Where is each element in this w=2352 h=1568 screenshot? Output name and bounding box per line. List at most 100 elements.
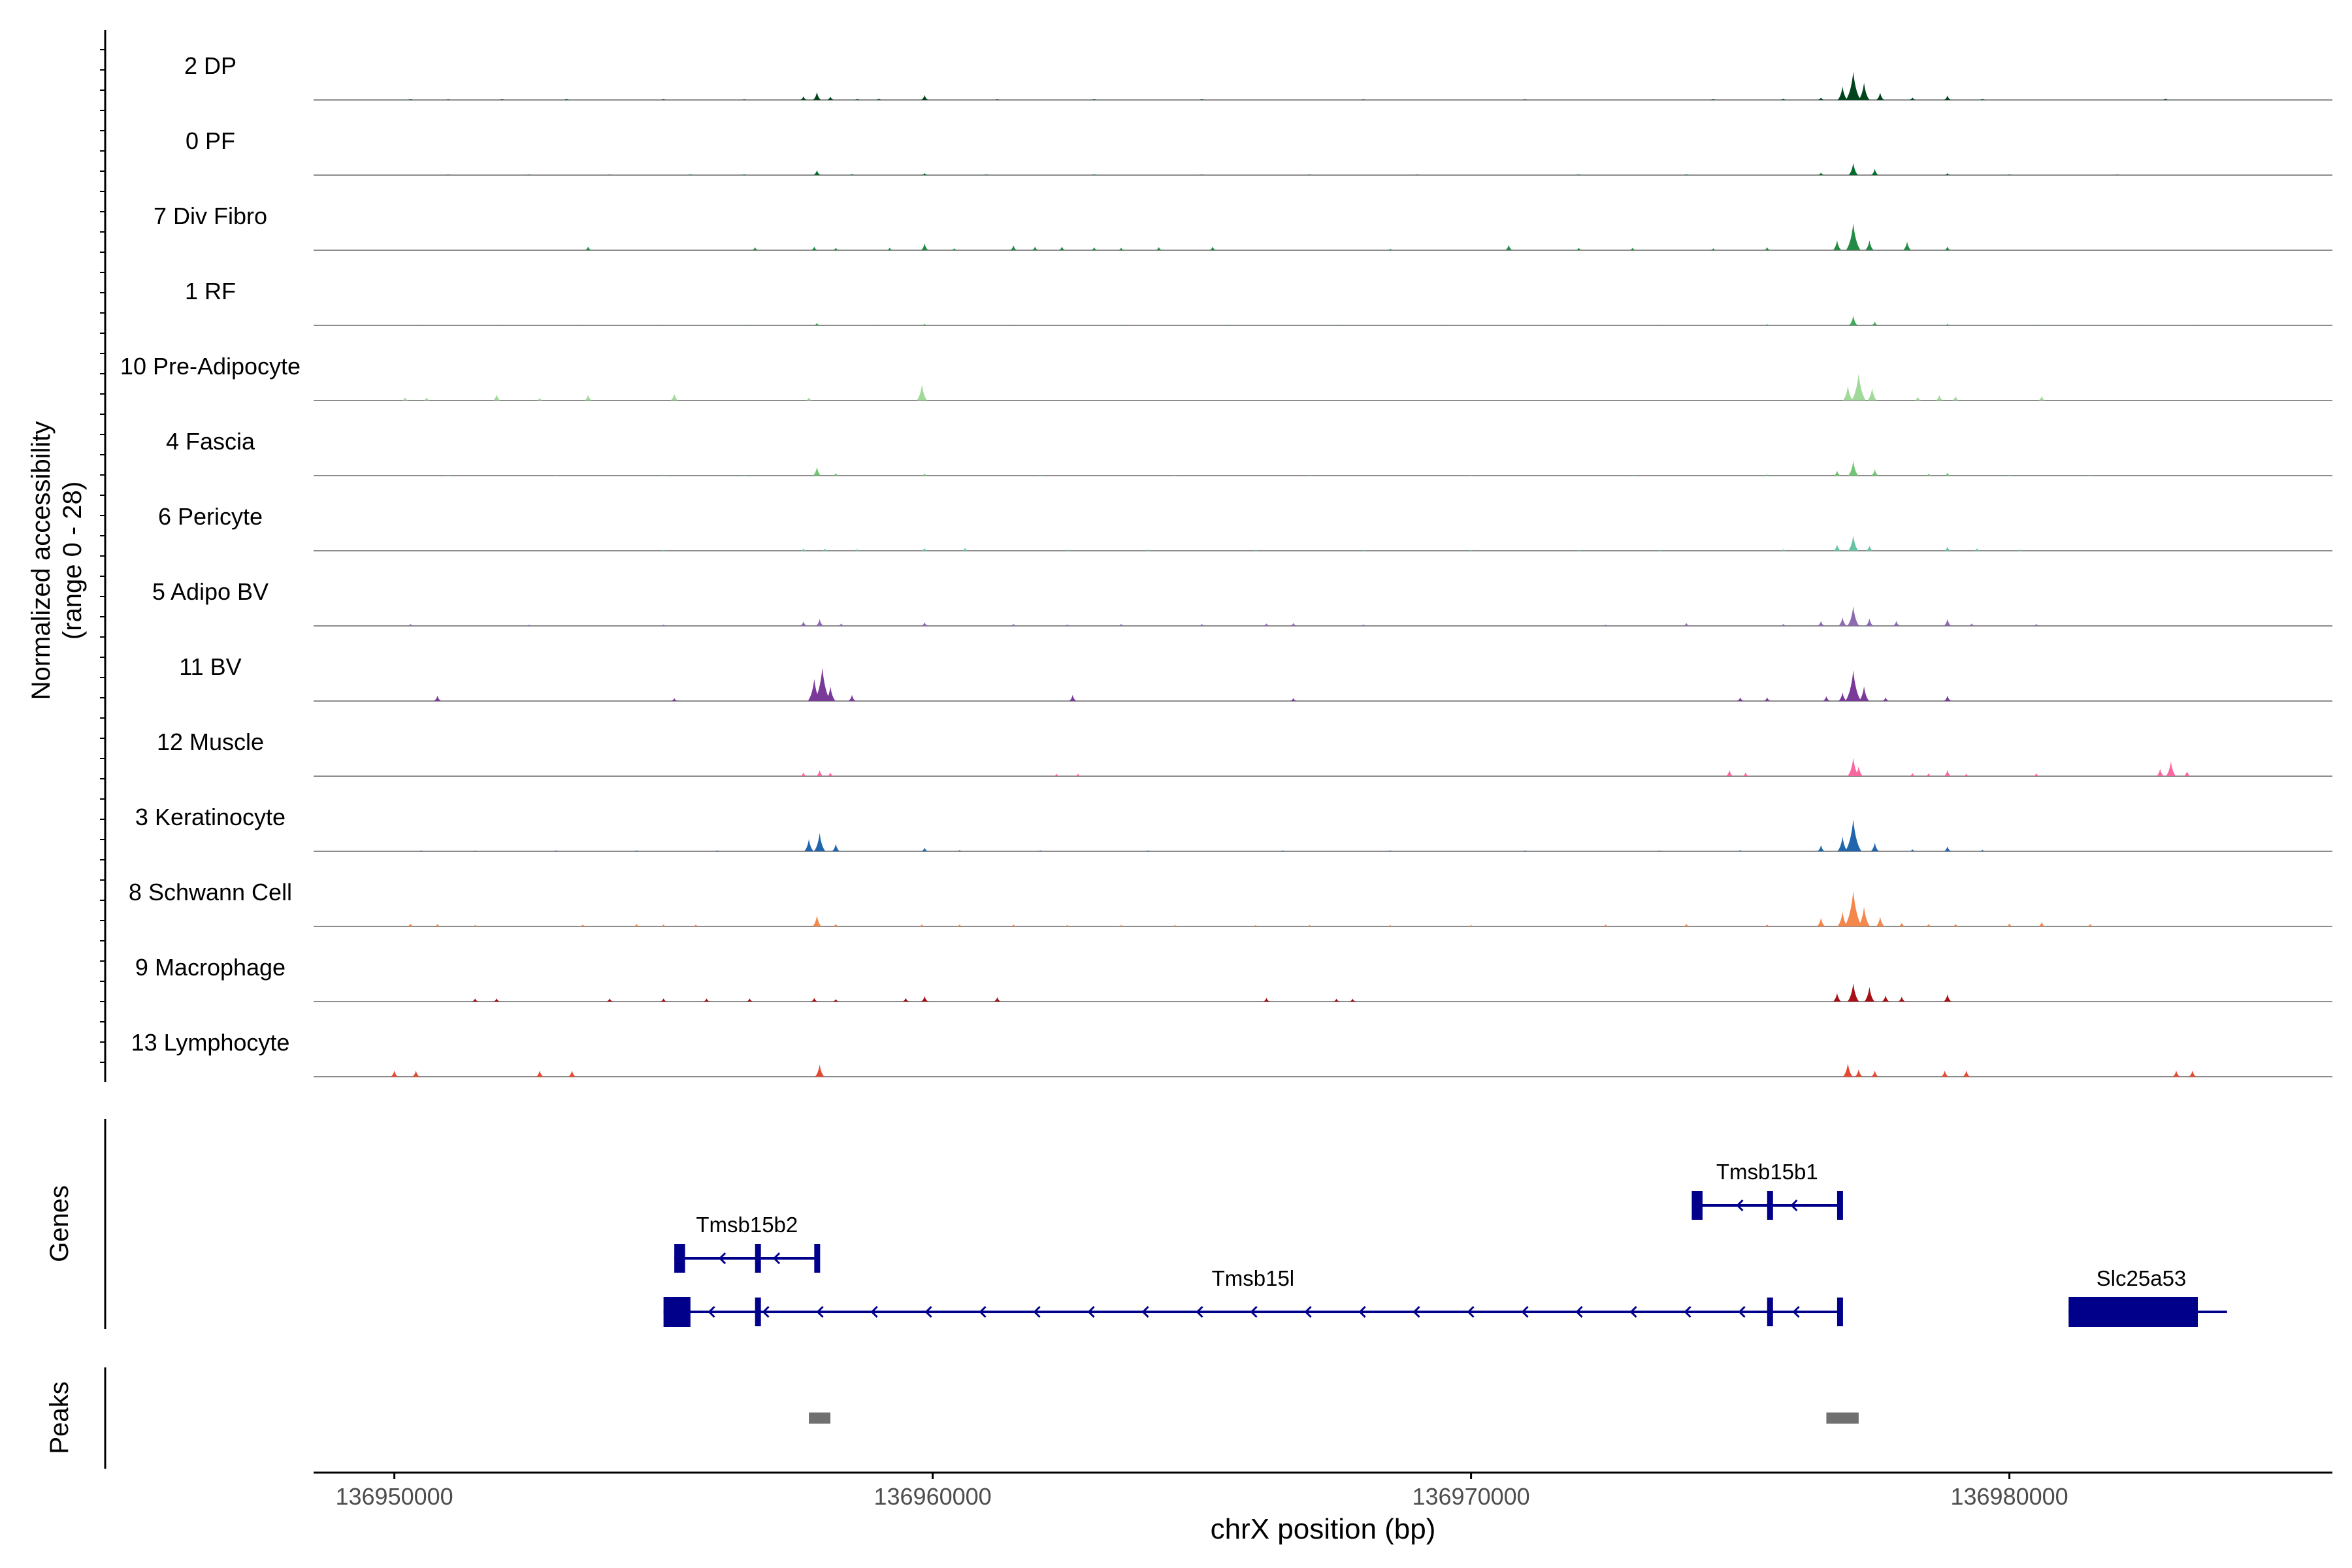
coverage-peak: [1279, 850, 1286, 851]
coverage-peak: [855, 99, 860, 100]
coverage-peak: [1387, 248, 1394, 250]
coverage-peak: [553, 474, 559, 476]
coverage-peak: [445, 474, 451, 476]
coverage-tracks: 2 DP 0 PF 7 Div Fibro 1 RF 10 Pre-Adipocyte 4…: [120, 52, 2332, 1077]
coverage-peak: [1858, 82, 1870, 100]
coverage-peak: [919, 924, 925, 926]
coverage-peak: [1742, 772, 1749, 776]
track-label: 13 Lymphocyte: [131, 1029, 290, 1056]
coverage-peak: [1603, 924, 1609, 926]
coverage-peak: [1865, 618, 1874, 626]
track-1: 2 DP: [184, 52, 2332, 101]
gene-tmsb15l: Tmsb15l: [663, 1266, 1843, 1327]
coverage-peak: [584, 395, 592, 400]
track-label: 10 Pre-Adipocyte: [120, 353, 301, 380]
track-12: 8 Schwann Cell: [129, 879, 2332, 927]
coverage-peak: [2006, 923, 2013, 926]
coverage-peak: [832, 473, 839, 476]
coverage-peak: [1010, 624, 1017, 626]
coverage-peak: [472, 924, 478, 926]
coverage-peak: [526, 174, 532, 175]
strand-arrow: [979, 1305, 987, 1318]
gene-tmsb15b2: Tmsb15b2: [674, 1213, 821, 1273]
coverage-peak: [1882, 995, 1889, 1002]
coverage-peak: [815, 619, 824, 626]
coverage-peak: [1290, 623, 1297, 626]
coverage-peak: [1944, 695, 1952, 701]
coverage-peak: [1118, 924, 1124, 926]
coverage-peak: [1980, 849, 1985, 851]
coverage-peak: [746, 998, 753, 1002]
coverage-peak: [499, 99, 505, 100]
coverage-peak: [921, 474, 928, 476]
coverage-peak: [1360, 99, 1366, 100]
coverage-peak: [1833, 470, 1841, 476]
coverage-peak: [661, 474, 666, 476]
track-label: 11 BV: [179, 653, 241, 680]
coverage-peak: [1252, 549, 1259, 551]
coverage-peak: [832, 248, 839, 250]
coverage-peak: [1818, 97, 1824, 100]
gene-label: Slc25a53: [2097, 1266, 2187, 1290]
coverage-peak: [1387, 850, 1394, 851]
gene-exon: [663, 1297, 691, 1327]
coverage-peak: [1199, 624, 1205, 626]
coverage-peak: [994, 997, 1001, 1002]
gene-exon: [1767, 1191, 1773, 1220]
coverage-peak: [1414, 174, 1420, 175]
coverage-peak: [1871, 169, 1879, 175]
coverage-peak: [815, 770, 824, 776]
coverage-peak: [1870, 842, 1879, 851]
coverage-peak: [1846, 71, 1861, 100]
coverage-peak: [1847, 983, 1859, 1002]
coverage-peak: [1914, 397, 1921, 400]
track-label: 12 Muscle: [157, 728, 264, 755]
gene-label: Tmsb15b2: [696, 1213, 798, 1237]
coverage-peak: [1837, 86, 1848, 100]
track-13: 9 Macrophage: [135, 954, 2332, 1002]
coverage-peak: [921, 847, 928, 851]
coverage-peak: [1871, 1070, 1879, 1077]
coverage-peak: [951, 248, 958, 250]
gene-exon: [1691, 1191, 1703, 1220]
coverage-peak: [921, 548, 928, 551]
coverage-peak: [1925, 924, 1932, 926]
coverage-peak: [1360, 624, 1367, 626]
coverage-peak: [1867, 388, 1877, 400]
coverage-peak: [445, 99, 451, 100]
coverage-peak: [1656, 549, 1663, 551]
gene-exon: [674, 1244, 685, 1273]
coverage-peak: [800, 621, 807, 626]
coverage-peak: [1387, 924, 1394, 926]
coverage-peak: [671, 698, 678, 701]
coverage-peak: [607, 174, 613, 175]
strand-arrow: [762, 1305, 770, 1318]
coverage-peak: [1575, 248, 1582, 250]
coverage-peak: [1871, 469, 1879, 476]
coverage-peak: [1898, 923, 1905, 926]
coverage-peak: [1145, 850, 1151, 851]
coverage-peak: [1037, 474, 1043, 476]
track-8: 5 Adipo BV: [152, 578, 2332, 627]
coverage-peak: [815, 1064, 825, 1077]
coverage-peak: [751, 247, 759, 250]
coverage-peak: [714, 850, 721, 851]
coverage-peak: [811, 246, 818, 250]
coverage-peak: [1172, 474, 1178, 476]
genes-panel-label: Genes: [45, 1185, 74, 1262]
coverage-peak: [1833, 992, 1842, 1002]
coverage-peak: [1817, 845, 1825, 851]
coverage-peak: [1091, 174, 1097, 175]
coverage-peak: [1069, 694, 1077, 701]
coverage-peak: [1944, 95, 1951, 100]
coverage-peak: [1064, 549, 1070, 551]
x-tick-label: 136960000: [874, 1483, 991, 1510]
coverage-peak: [536, 1070, 544, 1077]
coverage-peak: [994, 99, 1000, 100]
coverage-peak: [1833, 544, 1841, 551]
coverage-peak: [1307, 174, 1313, 175]
coverage-peak: [1963, 1070, 1970, 1077]
gene-annotation-track: Tmsb15b1 Tmsb15b2 Tmsb15l Slc25a53: [663, 1160, 2227, 1327]
strand-arrow: [870, 1305, 878, 1318]
